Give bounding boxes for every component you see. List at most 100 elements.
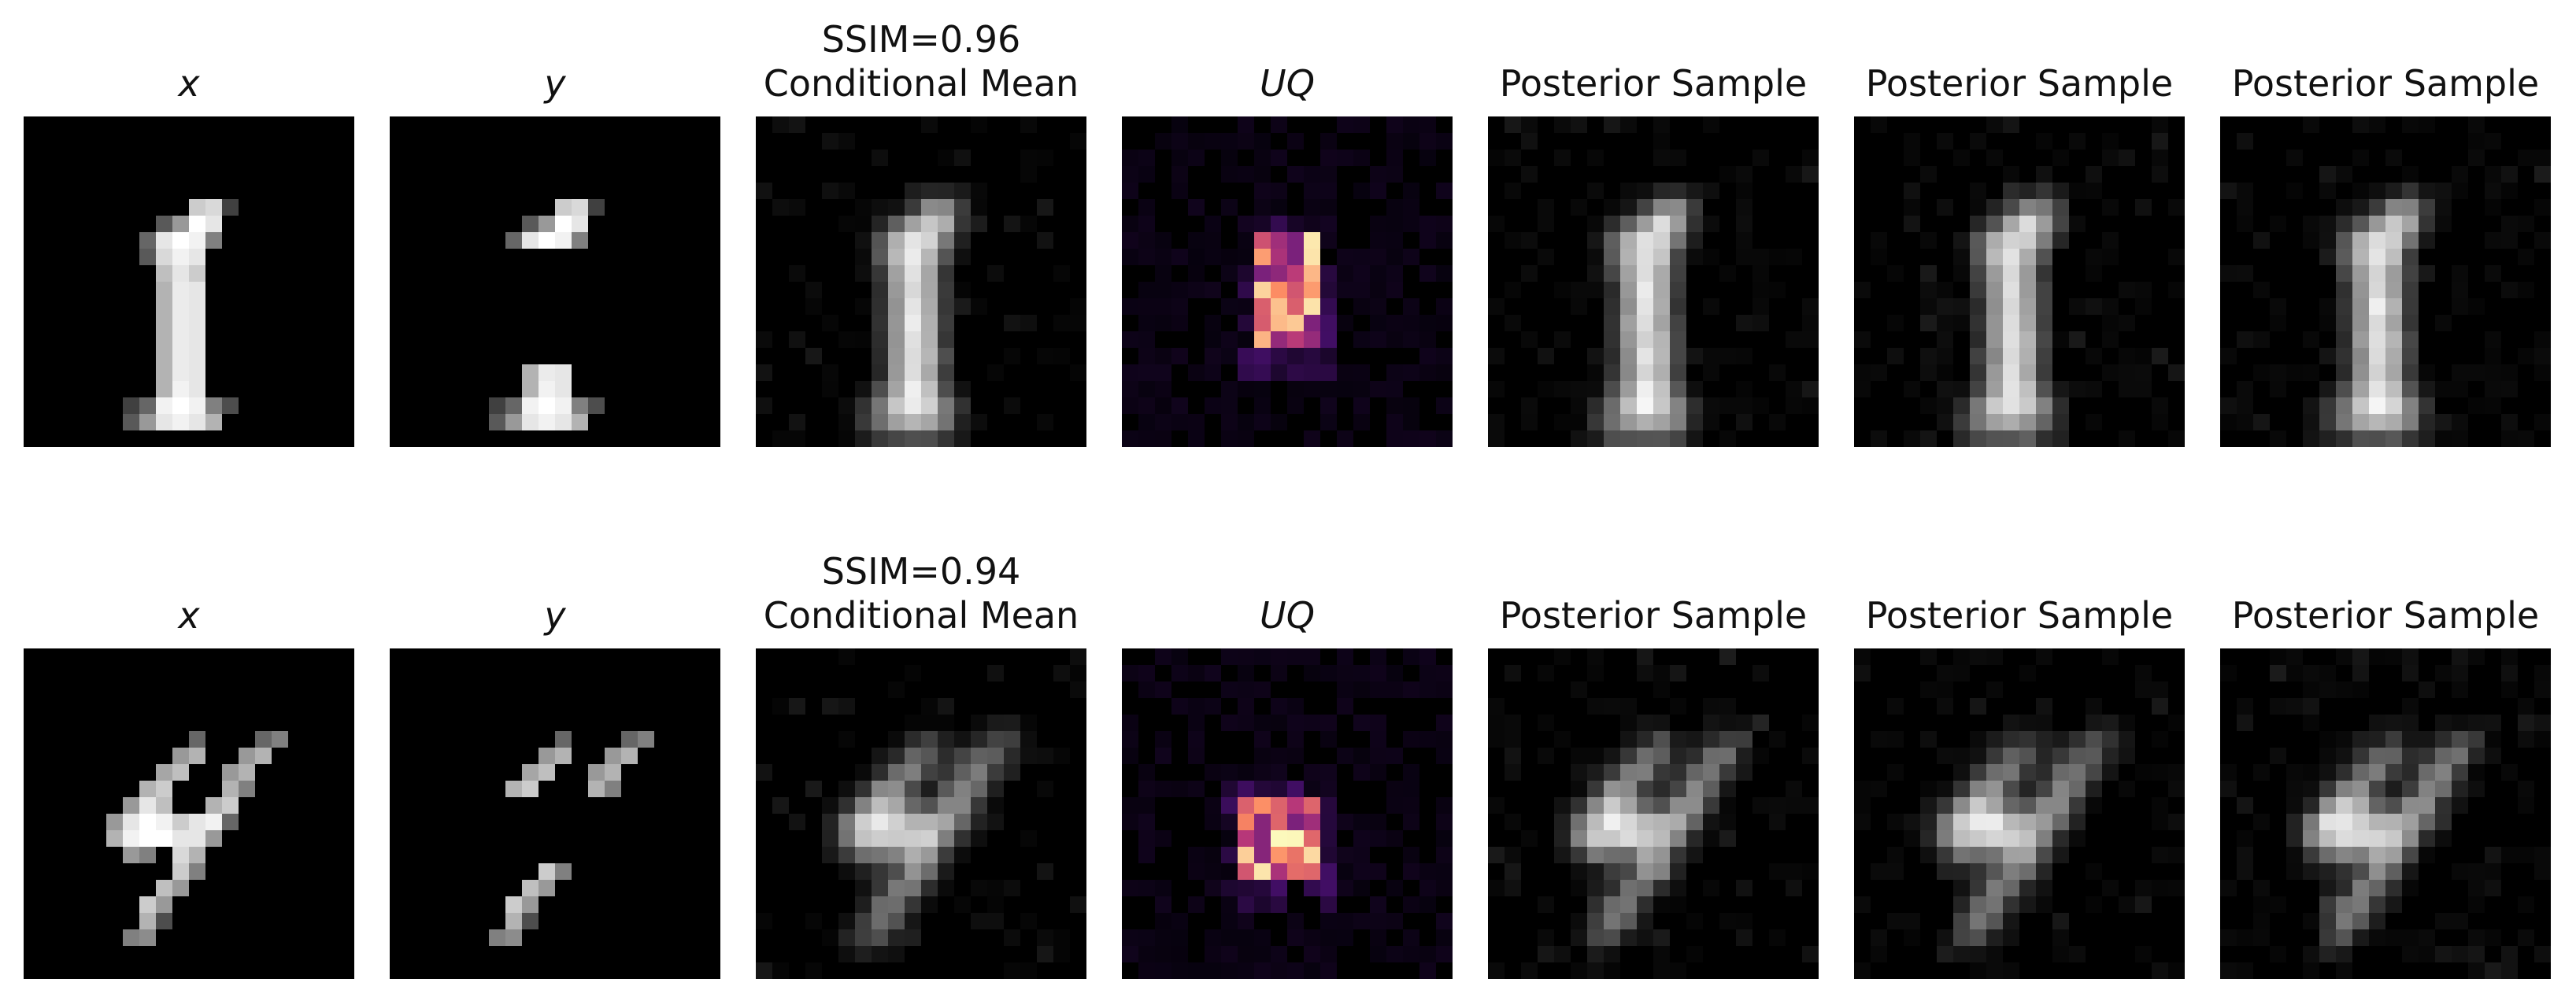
pixel <box>2402 183 2419 199</box>
pixel <box>1337 381 1353 397</box>
pixel <box>2452 430 2468 447</box>
pixel <box>905 232 921 249</box>
pixel <box>971 183 987 199</box>
pixel <box>1920 298 1937 315</box>
pixel <box>522 232 539 249</box>
pixel <box>1271 781 1287 797</box>
pixel <box>954 748 971 764</box>
pixel <box>2036 397 2052 414</box>
pixel <box>272 731 288 748</box>
pixel <box>1505 116 1521 133</box>
pixel <box>1188 715 1205 731</box>
pixel <box>1221 414 1238 430</box>
pixel <box>1953 648 1970 665</box>
panel-title-uq-row2: UQ <box>1260 594 1315 637</box>
pixel <box>1538 665 1554 681</box>
pixel <box>921 764 938 781</box>
pixel <box>1703 830 1719 847</box>
pixel <box>2352 847 2369 863</box>
pixel <box>954 430 971 447</box>
pixel <box>2036 298 2052 315</box>
pixel <box>222 814 239 830</box>
pixel <box>1020 715 1037 731</box>
pixel <box>2003 863 2019 880</box>
pixel <box>2385 430 2402 447</box>
pixel <box>2003 199 2019 216</box>
pixel <box>139 929 156 946</box>
pixel <box>1138 880 1155 896</box>
pixel <box>1287 133 1304 150</box>
pixel <box>1205 665 1221 681</box>
pixel <box>987 265 1004 282</box>
pixel <box>838 946 855 962</box>
pixel <box>1703 298 1719 315</box>
pixel <box>2485 331 2501 348</box>
pixel <box>2402 863 2419 880</box>
pixel <box>2468 764 2485 781</box>
pixel <box>1320 847 1337 863</box>
pixel <box>855 830 872 847</box>
pixel <box>971 880 987 896</box>
pixel <box>1653 781 1670 797</box>
pixel <box>2452 946 2468 962</box>
pixel <box>1620 315 1637 331</box>
pixel <box>805 348 822 364</box>
pixel <box>872 249 888 265</box>
pixel <box>1337 863 1353 880</box>
pixel <box>2336 880 2352 896</box>
pixel <box>2168 715 2185 731</box>
pixel <box>1155 397 1171 414</box>
pixel <box>1403 863 1419 880</box>
pixel <box>2152 764 2168 781</box>
pixel <box>1238 116 1254 133</box>
pixel <box>1904 814 1920 830</box>
pixel <box>1703 764 1719 781</box>
pixel <box>1287 929 1304 946</box>
pixel <box>172 315 189 331</box>
pixel <box>1221 715 1238 731</box>
pixel <box>1953 913 1970 929</box>
pixel <box>1521 414 1538 430</box>
pixel <box>621 731 638 748</box>
pixel <box>1287 781 1304 797</box>
pixel <box>2003 896 2019 913</box>
pixel <box>1937 315 1953 331</box>
pixel <box>855 764 872 781</box>
pixel <box>1386 946 1403 962</box>
pixel <box>1637 830 1653 847</box>
pixel <box>1337 880 1353 896</box>
pixel <box>954 249 971 265</box>
pixel <box>2336 282 2352 298</box>
pixel <box>1053 748 1070 764</box>
pixel <box>872 847 888 863</box>
pixel <box>1271 814 1287 830</box>
pixel <box>222 199 239 216</box>
pixel <box>2019 199 2036 216</box>
pixel <box>971 216 987 232</box>
pixel <box>555 397 572 414</box>
pixel <box>2419 814 2435 830</box>
pixel <box>2003 331 2019 348</box>
pixel <box>2468 133 2485 150</box>
pixel <box>1571 282 1587 298</box>
pixel <box>905 430 921 447</box>
pixel <box>1155 249 1171 265</box>
pixel <box>2319 814 2336 830</box>
pixel <box>2168 364 2185 381</box>
pixel <box>1138 216 1155 232</box>
pixel <box>1304 946 1320 962</box>
pixel <box>2419 430 2435 447</box>
pixel <box>1637 315 1653 331</box>
pixel <box>2237 715 2253 731</box>
pixel <box>2135 681 2152 698</box>
pixel <box>2303 665 2319 681</box>
pixel <box>1403 430 1419 447</box>
pixel <box>2518 715 2534 731</box>
pixel <box>2369 880 2385 896</box>
pixel <box>1670 748 1686 764</box>
image-panel-posterior-sample-1-row1 <box>1488 116 1819 447</box>
pixel <box>1138 348 1155 364</box>
pixel <box>1752 797 1769 814</box>
pixel <box>954 414 971 430</box>
pixel <box>1238 847 1254 863</box>
